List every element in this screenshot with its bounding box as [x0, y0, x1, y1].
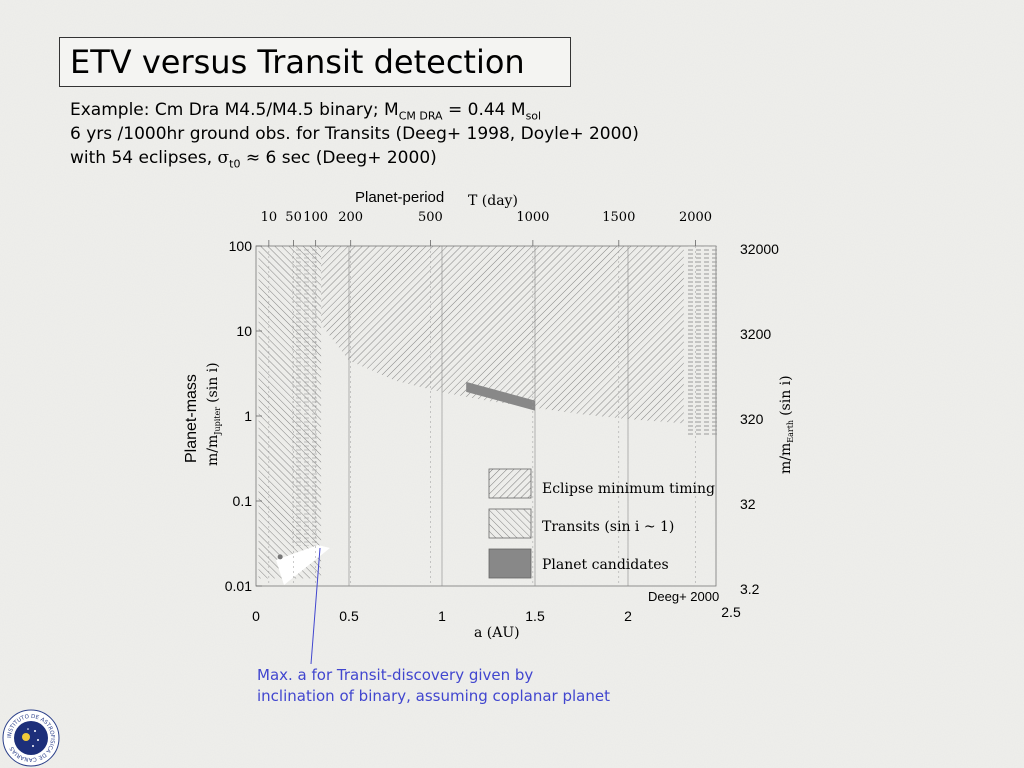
- info-line-3: with 54 eclipses, σt0 ≈ 6 sec (Deeg+ 200…: [70, 148, 437, 170]
- legend-swatch-candidates: [488, 548, 532, 579]
- info-sub: t0: [229, 157, 241, 171]
- top-tick-label: 2000: [679, 210, 712, 225]
- iac-logo: INSTITUTO DE ASTROFISICA DE CANARIAS: [2, 709, 60, 767]
- left-axis-label-2-main: m/m: [205, 435, 221, 466]
- right-axis-label-sub: Earth: [786, 420, 795, 443]
- info-text: with 54 eclipses,: [70, 148, 218, 168]
- top-tick-label: 500: [418, 210, 443, 225]
- right-axis-label-tail: (sin i): [778, 375, 794, 416]
- annotation-pointer: [310, 547, 321, 665]
- sigma-symbol: σ: [217, 148, 230, 168]
- eclipse-timing-region: [321, 246, 684, 424]
- binary-point: [277, 554, 283, 560]
- transit-annotation: Max. a for Transit-discovery given by in…: [257, 665, 610, 707]
- top-tick-label: 100: [303, 210, 328, 225]
- info-text: ≈ 6 sec (Deeg+ 2000): [240, 148, 437, 168]
- x-tick-label: 2: [624, 608, 632, 624]
- info-sub: sol: [525, 109, 542, 123]
- slide-title-box: ETV versus Transit detection: [59, 37, 571, 87]
- left-axis-label: Planet-mass: [183, 374, 200, 463]
- x-tick-label: 0.5: [339, 608, 359, 624]
- chart-credit: Deeg+ 2000: [648, 589, 719, 604]
- legend-label-transit: Transits (sin i ~ 1): [542, 519, 674, 535]
- info-text: Example: Cm Dra M4.5/M4.5 binary; M: [70, 100, 399, 120]
- annotation-line-1: Max. a for Transit-discovery given by: [257, 666, 534, 684]
- right-axis-label-main: m/m: [778, 443, 794, 474]
- left-axis-label-2: m/mJupiter (sin i): [205, 362, 222, 466]
- legend-swatch-transit: [488, 508, 532, 539]
- legend-swatch-eclipse: [488, 468, 532, 499]
- info-text: = 0.44 M: [442, 100, 526, 120]
- y2-tick-label: 320: [740, 411, 764, 427]
- annotation-line-2: inclination of binary, assuming coplanar…: [257, 687, 610, 705]
- info-line-2: 6 yrs /1000hr ground obs. for Transits (…: [70, 124, 639, 144]
- left-axis-label-2-tail: (sin i): [205, 362, 221, 403]
- top-axis-ticks: 10 50 100 200 500 1000 1500 2000: [261, 210, 712, 246]
- y2-tick-label: 32: [740, 496, 756, 512]
- legend-label-eclipse: Eclipse minimum timing: [542, 481, 715, 497]
- x-tick-label: 1: [438, 608, 446, 624]
- x-tick-label: 1.5: [525, 608, 545, 624]
- x-tick-label: 2.5: [721, 604, 741, 620]
- bottom-axis-ticks: 0 0.5 1 1.5 2 2.5: [252, 604, 741, 624]
- vertical-gridlines: [268, 246, 696, 586]
- horizontal-gridlines: [256, 245, 262, 587]
- planet-candidates-band: [466, 381, 535, 411]
- top-axis-label-unit: T (day): [468, 193, 518, 209]
- top-tick-label: 10: [261, 210, 278, 225]
- y2-tick-label: 3.2: [740, 581, 760, 597]
- legend: Eclipse minimum timing Transits (sin i ~…: [488, 468, 715, 579]
- info-text: 6 yrs /1000hr ground obs. for Transits (…: [70, 124, 639, 144]
- top-axis-label: Planet-period: [355, 189, 444, 206]
- legend-label-candidates: Planet candidates: [542, 557, 669, 573]
- top-tick-label: 50: [285, 210, 302, 225]
- bottom-axis-label: a (AU): [474, 625, 520, 641]
- info-line-1: Example: Cm Dra M4.5/M4.5 binary; MCM DR…: [70, 100, 541, 122]
- y-tick-label: 10: [236, 323, 252, 339]
- top-tick-label: 200: [338, 210, 363, 225]
- left-axis-label-2-sub: Jupiter: [213, 407, 222, 436]
- right-axis-ticks: 32000 3200 320 32 3.2: [740, 241, 779, 597]
- y-tick-label: 0.01: [225, 578, 252, 594]
- y2-tick-label: 32000: [740, 241, 779, 257]
- right-axis-label: m/mEarth (sin i): [778, 375, 795, 474]
- y-tick-label: 100: [229, 238, 253, 254]
- y-tick-label: 1: [244, 408, 252, 424]
- dashed-region: [688, 246, 718, 436]
- top-tick-label: 1000: [516, 210, 549, 225]
- y-tick-label: 0.1: [233, 493, 253, 509]
- y2-tick-label: 3200: [740, 326, 771, 342]
- top-tick-label: 1500: [602, 210, 635, 225]
- left-axis-ticks: 100 10 1 0.1 0.01: [225, 238, 252, 594]
- slide-title: ETV versus Transit detection: [70, 43, 525, 81]
- dashed-strip: [292, 246, 320, 546]
- info-sub: CM DRA: [398, 109, 443, 123]
- transit-limit-wedge: [276, 545, 330, 585]
- x-tick-label: 0: [252, 608, 260, 624]
